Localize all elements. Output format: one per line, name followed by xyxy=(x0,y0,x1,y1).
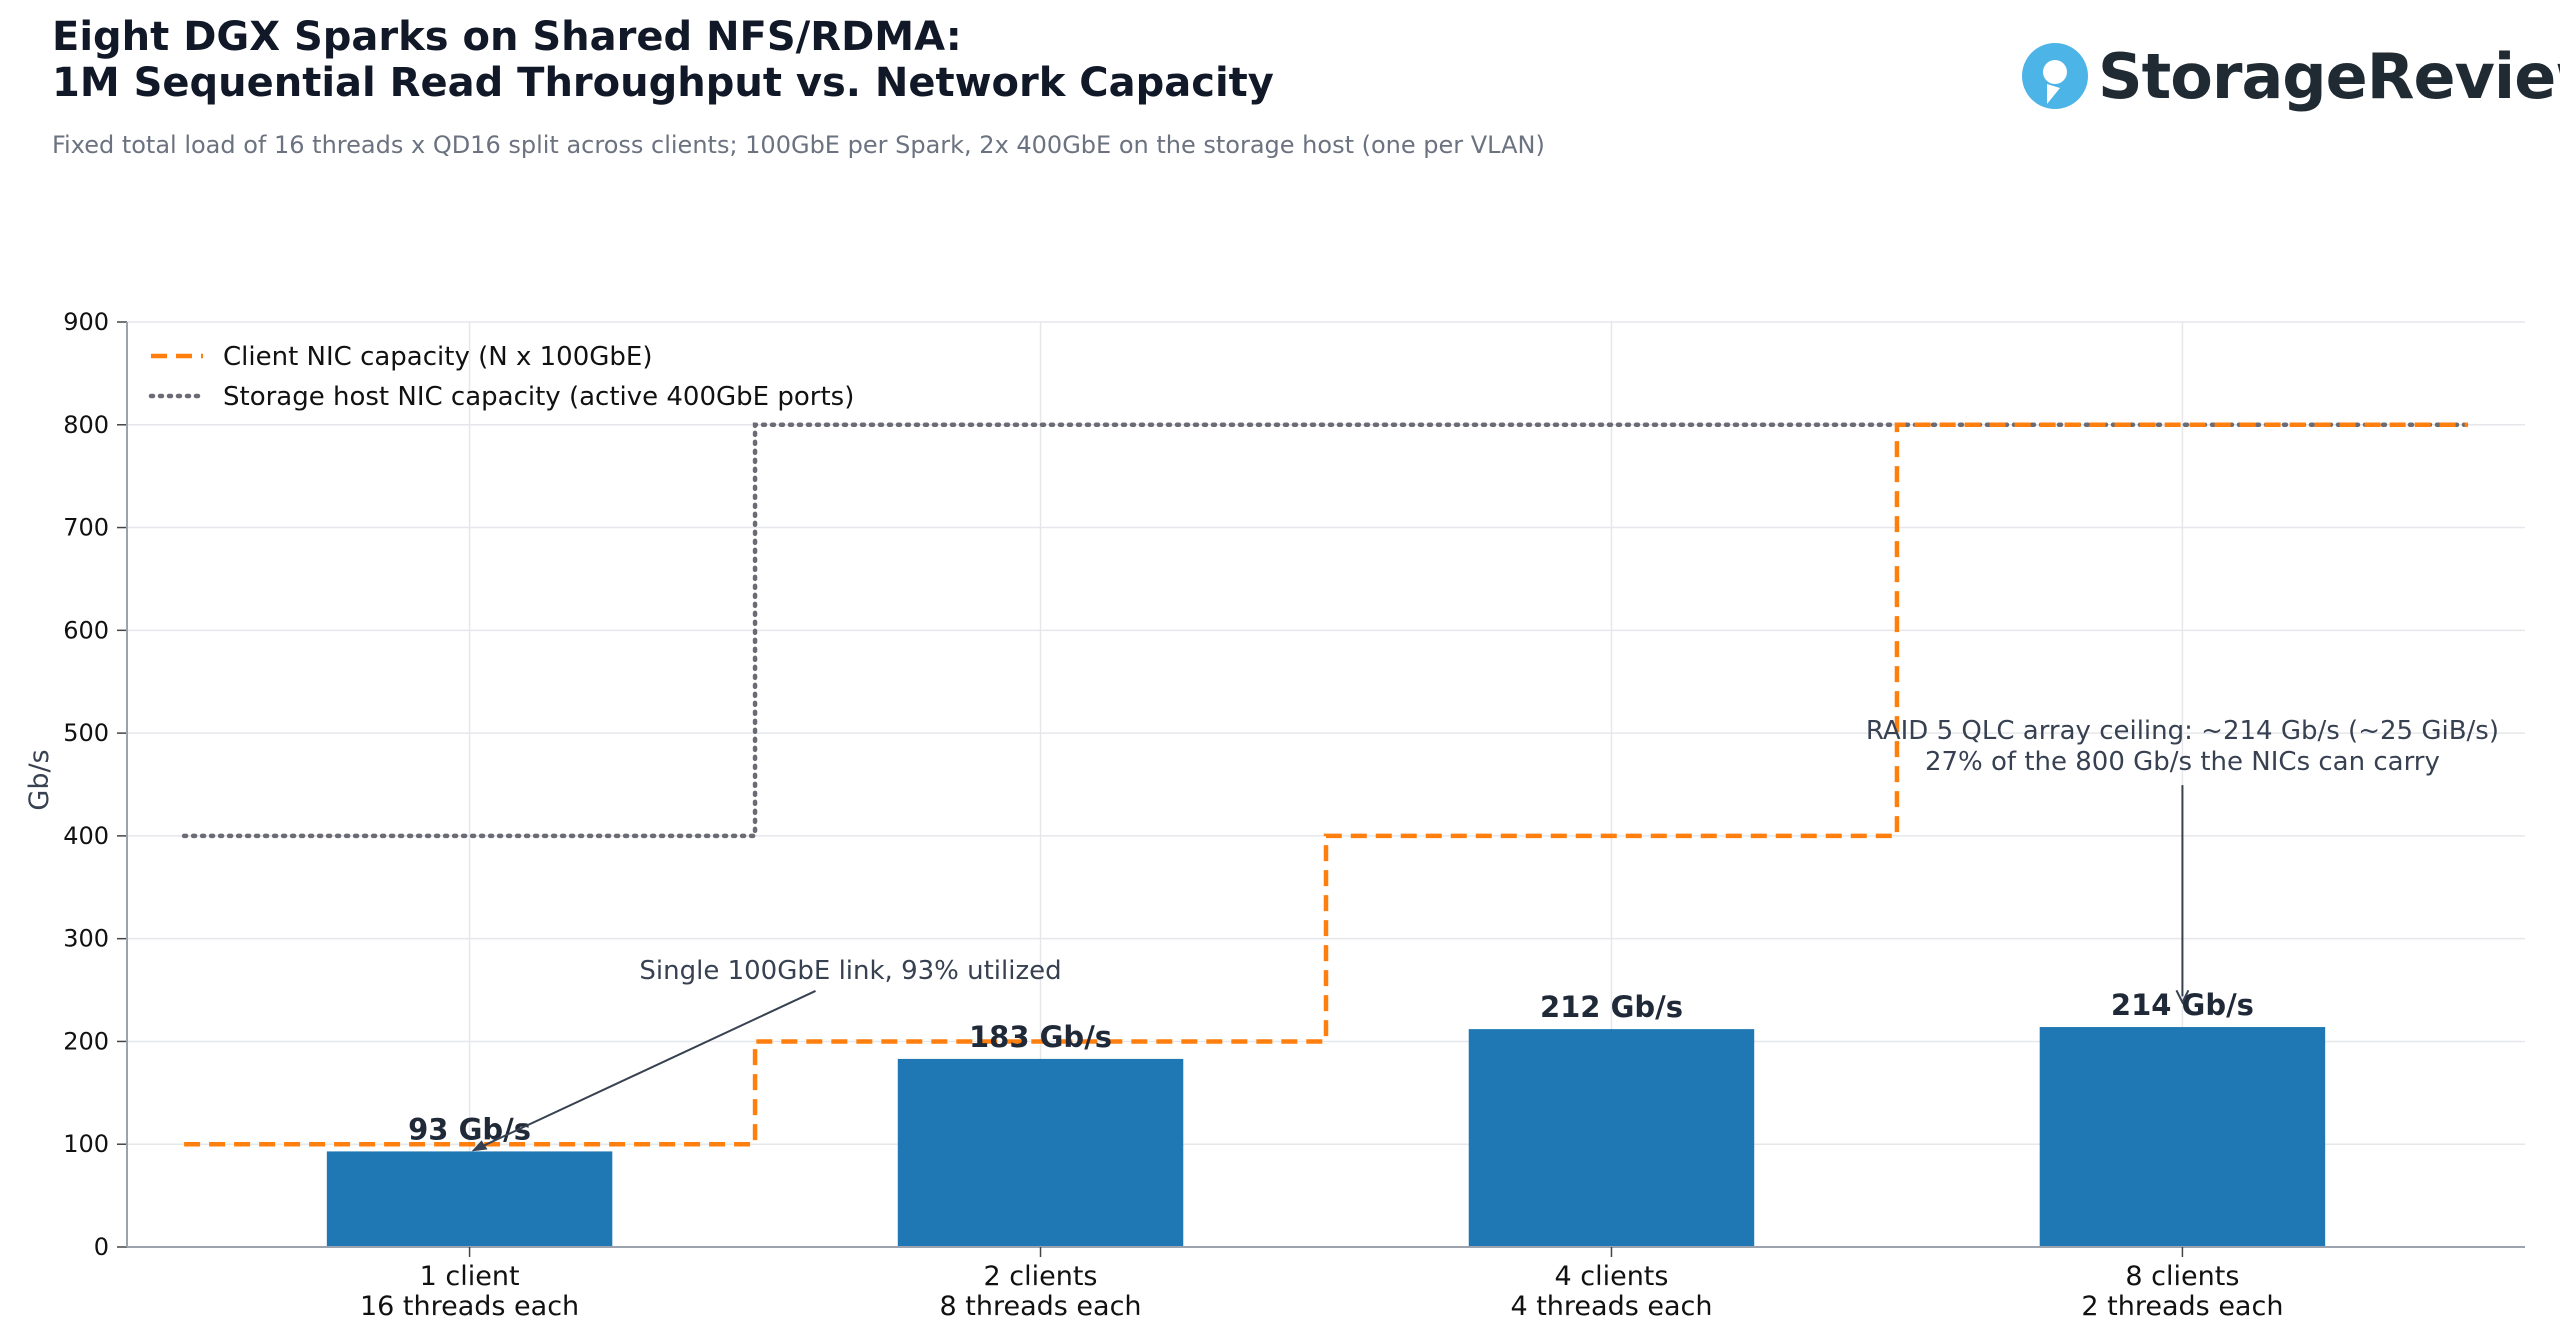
chart-subtitle: Fixed total load of 16 threads x QD16 sp… xyxy=(52,131,1545,159)
storage-host-nic-capacity-line xyxy=(181,422,2471,839)
legend: Client NIC capacity (N x 100GbE) Storage … xyxy=(148,342,854,412)
x-tick-sublabel: 16 threads each xyxy=(360,1291,579,1322)
annotation-arrow xyxy=(475,990,816,1151)
brand-logo: StorageReview xyxy=(2022,40,2560,113)
x-tick-label: 4 clients xyxy=(1554,1261,1668,1292)
legend-label-storage-nic: Storage host NIC capacity (active 400GbE… xyxy=(223,382,854,412)
bar-4 xyxy=(2039,1027,2326,1247)
chart-title-line1: Eight DGX Sparks on Shared NFS/RDMA: xyxy=(52,14,962,60)
annotation-arrowhead xyxy=(2175,989,2190,1005)
bar-2 xyxy=(897,1058,1184,1247)
y-tick-label: 700 xyxy=(63,514,109,542)
y-tick-label: 600 xyxy=(63,616,109,644)
annotations: Single 100GbE link, 93% utilized RAID 5 Q… xyxy=(471,716,2499,1152)
x-tick-sublabel: 2 threads each xyxy=(2081,1291,2283,1322)
annotation-text: 27% of the 800 Gb/s the NICs can carry xyxy=(1925,747,2440,777)
brand-name: StorageReview xyxy=(2098,40,2560,113)
y-tick-label: 200 xyxy=(63,1027,109,1055)
y-tick-label: 500 xyxy=(63,719,109,747)
bars xyxy=(326,1027,2326,1247)
bar-3 xyxy=(1468,1029,1755,1247)
bar-value-label: 93 Gb/s xyxy=(408,1112,531,1146)
bar-1 xyxy=(326,1151,613,1247)
x-tick-label: 8 clients xyxy=(2125,1261,2239,1292)
capacity-lines xyxy=(181,422,2471,1147)
legend-label-client-nic: Client NIC capacity (N x 100GbE) xyxy=(223,342,652,372)
chart-title-line2: 1M Sequential Read Throughput vs. Networ… xyxy=(52,60,1274,106)
annotation-text: Single 100GbE link, 93% utilized xyxy=(639,956,1061,986)
y-tick-label: 300 xyxy=(63,925,109,953)
bar-value-label: 212 Gb/s xyxy=(1540,990,1683,1024)
annotation-arrowhead xyxy=(471,1140,488,1152)
x-tick-label: 1 client xyxy=(420,1261,520,1292)
storagereview-logo-icon xyxy=(2022,43,2088,109)
annotation-text: RAID 5 QLC array ceiling: ~214 Gb/s (~25… xyxy=(1866,716,2499,746)
x-tick-label: 2 clients xyxy=(984,1261,1098,1292)
y-tick-label: 800 xyxy=(63,411,109,439)
y-axis-label: Gb/s xyxy=(24,749,55,810)
client-nic-capacity-line xyxy=(184,422,2468,1147)
y-tick-label: 0 xyxy=(94,1233,109,1261)
y-tick-label: 900 xyxy=(63,308,109,336)
bar-value-label: 183 Gb/s xyxy=(969,1020,1112,1054)
y-tick-label: 400 xyxy=(63,822,109,850)
y-tick-label: 100 xyxy=(63,1130,109,1158)
x-tick-sublabel: 4 threads each xyxy=(1510,1291,1712,1322)
x-tick-sublabel: 8 threads each xyxy=(940,1291,1142,1322)
